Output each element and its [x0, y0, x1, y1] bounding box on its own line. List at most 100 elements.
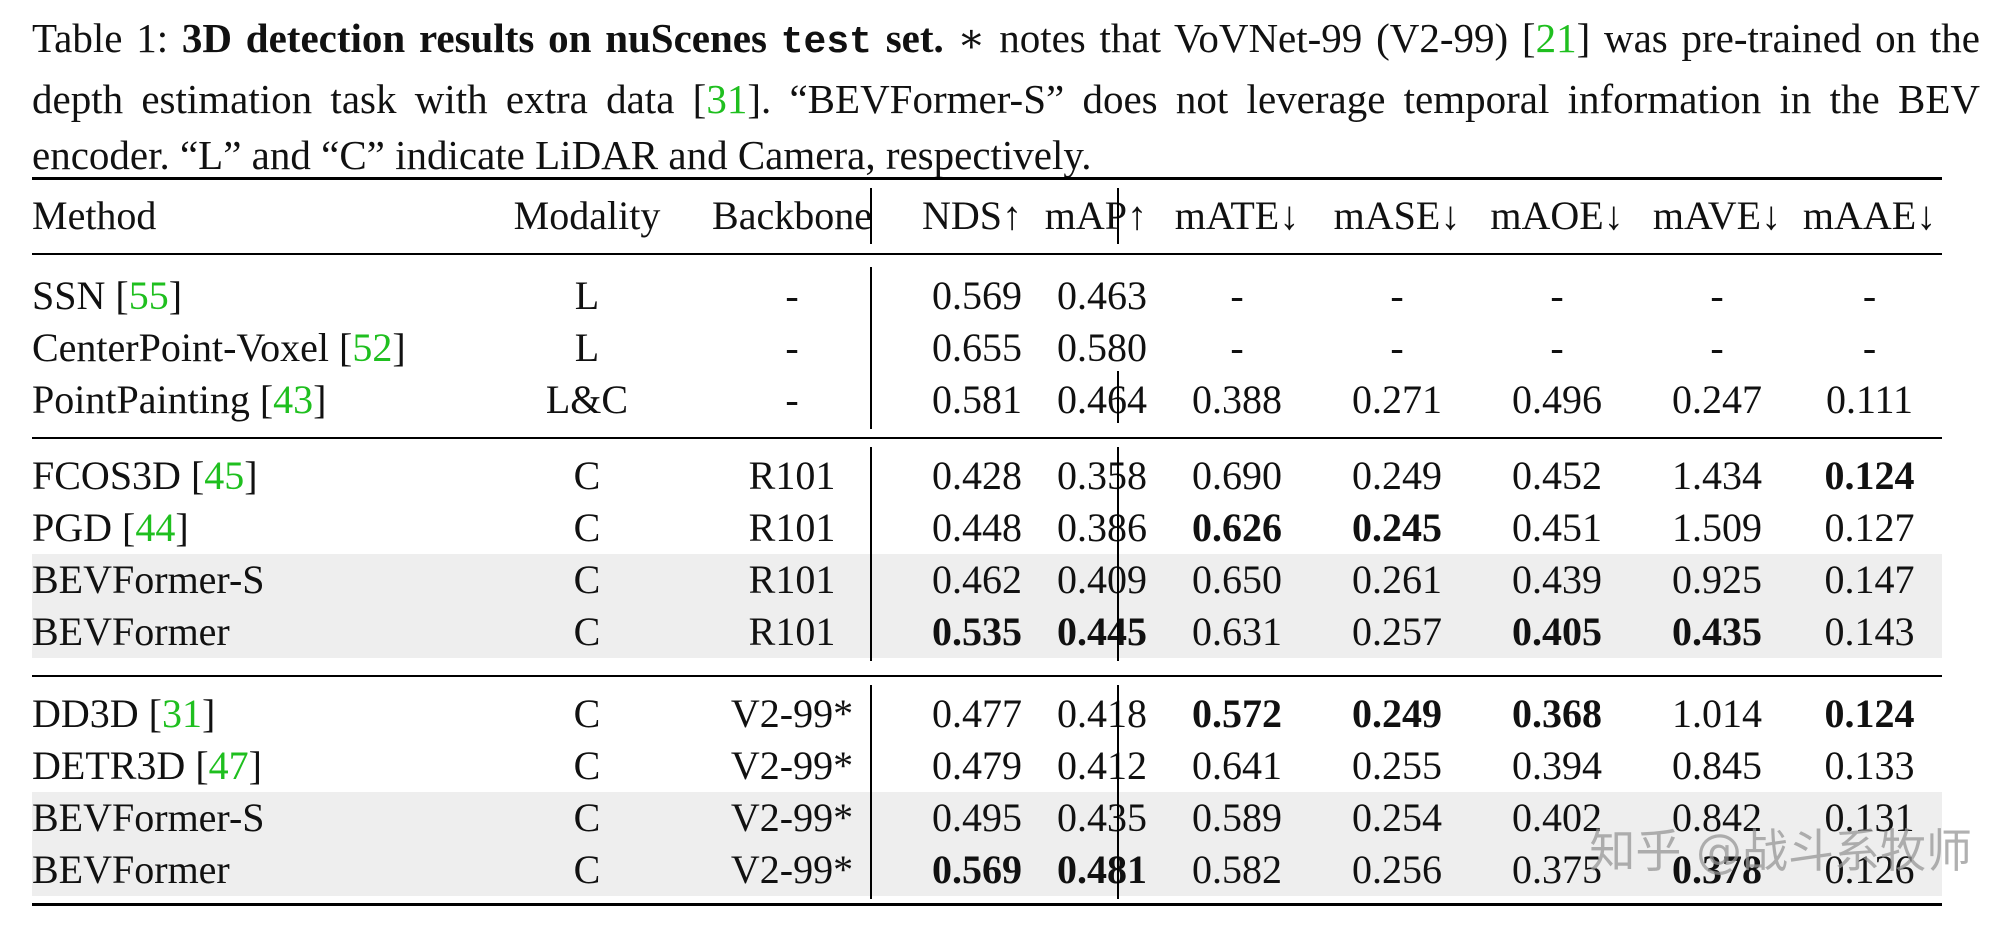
- metric-cell: 0.133: [1824, 743, 1915, 788]
- column-divider: [1117, 685, 1119, 899]
- method-name: PGD [44]: [32, 502, 502, 554]
- metric-cell: 0.245: [1352, 505, 1442, 550]
- method-name: DETR3D [47]: [32, 740, 502, 792]
- backbone-cell: -: [785, 273, 799, 318]
- method-name: BEVFormer-S: [32, 792, 502, 844]
- table-row: PointPainting [43] L&C - 0.581 0.464 0.388 0.2…: [32, 374, 1942, 426]
- table-row: BEVFormer C R101 0.535 0.445 0.631 0.257 0.405 0…: [32, 606, 1942, 658]
- column-header: Method: [32, 193, 157, 238]
- metric-cell: 0.569: [932, 273, 1022, 318]
- metric-cell: 0.435: [1672, 609, 1762, 654]
- method-label: BEVFormer: [32, 847, 230, 892]
- modality-cell: L: [574, 325, 600, 370]
- metric-cell: 0.405: [1512, 609, 1602, 654]
- modality-cell: C: [573, 691, 601, 736]
- caption-citation-link[interactable]: 21: [1535, 15, 1577, 61]
- metric-cell: 0.580: [1057, 325, 1147, 370]
- table-caption: Table 1: 3D detection results on nuScene…: [32, 10, 1980, 183]
- metric-cell: 0.402: [1512, 795, 1602, 840]
- metric-cell: 0.124: [1824, 691, 1915, 736]
- citation-link[interactable]: 55: [128, 273, 169, 318]
- modality-cell: C: [573, 795, 601, 840]
- metric-cell: 0.256: [1352, 847, 1442, 892]
- metric-cell: -: [1550, 325, 1564, 370]
- metric-cell: 0.463: [1057, 273, 1147, 318]
- metric-cell: 0.462: [932, 557, 1022, 602]
- method-label: PGD: [32, 505, 123, 550]
- caption-text-1: ∗ notes that VoVNet-99 (V2-99) [: [943, 15, 1536, 61]
- metric-cell: 0.925: [1672, 557, 1762, 602]
- bracket: ]: [175, 505, 189, 550]
- citation-link[interactable]: 44: [135, 505, 176, 550]
- citation-link[interactable]: 45: [204, 453, 245, 498]
- metric-cell: 0.496: [1512, 377, 1602, 422]
- bracket: ]: [313, 377, 327, 422]
- backbone-cell: -: [785, 377, 799, 422]
- bracket: ]: [244, 453, 258, 498]
- metric-cell: 0.126: [1824, 847, 1915, 892]
- caption-bold-title-end: set.: [871, 15, 944, 61]
- modality-cell: C: [573, 847, 601, 892]
- metric-cell: 0.448: [932, 505, 1022, 550]
- backbone-cell: R101: [748, 609, 836, 654]
- table-row: SSN [55] L - 0.569 0.463 - - - - -: [32, 270, 1942, 322]
- metric-cell: 0.452: [1512, 453, 1602, 498]
- backbone-cell: V2-99*: [730, 743, 854, 788]
- column-header: Backbone: [712, 193, 872, 238]
- metric-cell: 0.845: [1672, 743, 1762, 788]
- backbone-cell: V2-99*: [730, 795, 854, 840]
- metric-cell: 0.257: [1352, 609, 1442, 654]
- metric-cell: -: [1710, 325, 1724, 370]
- backbone-cell: V2-99*: [730, 691, 854, 736]
- metric-cell: 0.418: [1057, 691, 1147, 736]
- metric-cell: 0.358: [1057, 453, 1147, 498]
- metric-cell: 0.581: [932, 377, 1022, 422]
- metric-cell: -: [1230, 273, 1244, 318]
- citation-link[interactable]: 43: [273, 377, 314, 422]
- table-row: DETR3D [47] C V2-99* 0.479 0.412 0.641 0.255 0.…: [32, 740, 1942, 792]
- metric-cell: 0.247: [1672, 377, 1762, 422]
- column-header: mAP↑: [1044, 193, 1147, 238]
- bracket: ]: [248, 743, 262, 788]
- metric-cell: 0.439: [1512, 557, 1602, 602]
- bracket: [: [259, 377, 274, 422]
- metric-cell: 0.626: [1192, 505, 1282, 550]
- column-header: NDS↑: [921, 193, 1022, 238]
- metric-cell: 0.147: [1824, 557, 1915, 602]
- modality-cell: L: [574, 273, 600, 318]
- metric-cell: 0.569: [932, 847, 1022, 892]
- bracket: [: [339, 325, 353, 370]
- metric-cell: 0.271: [1352, 377, 1442, 422]
- backbone-cell: R101: [748, 557, 836, 602]
- column-header: mAOE↓: [1490, 193, 1624, 238]
- metric-cell: 0.464: [1057, 377, 1147, 422]
- citation-link[interactable]: 31: [162, 691, 202, 736]
- bracket: ]: [168, 273, 183, 318]
- citation-link[interactable]: 47: [208, 743, 249, 788]
- group-rule: [32, 437, 1942, 439]
- bracket: ]: [202, 691, 216, 736]
- metric-cell: 0.388: [1192, 377, 1282, 422]
- method-label: DETR3D: [32, 743, 196, 788]
- metric-cell: 0.582: [1192, 847, 1282, 892]
- column-header: mAVE↓: [1652, 193, 1782, 238]
- metric-cell: 0.412: [1057, 743, 1147, 788]
- metric-cell: 0.127: [1824, 505, 1915, 550]
- metric-cell: 0.477: [932, 691, 1022, 736]
- table-row: DD3D [31] C V2-99* 0.477 0.418 0.572 0.249 0.36…: [32, 688, 1942, 740]
- bracket: [: [148, 691, 162, 736]
- citation-link[interactable]: 52: [352, 325, 393, 370]
- metric-cell: 0.655: [932, 325, 1022, 370]
- caption-label: Table 1:: [32, 15, 182, 61]
- column-divider: [870, 447, 872, 661]
- table-row: BEVFormer-S C V2-99* 0.495 0.435 0.589 0.254 0.…: [32, 792, 1942, 844]
- method-name: PointPainting [43]: [32, 374, 502, 426]
- metric-cell: 1.014: [1672, 691, 1762, 736]
- column-divider: [1117, 188, 1119, 244]
- backbone-cell: -: [785, 325, 799, 370]
- metric-cell: 0.255: [1352, 743, 1442, 788]
- backbone-cell: R101: [748, 505, 836, 550]
- metric-cell: 0.589: [1192, 795, 1282, 840]
- bracket: [: [122, 505, 136, 550]
- caption-citation-link[interactable]: 31: [706, 76, 748, 122]
